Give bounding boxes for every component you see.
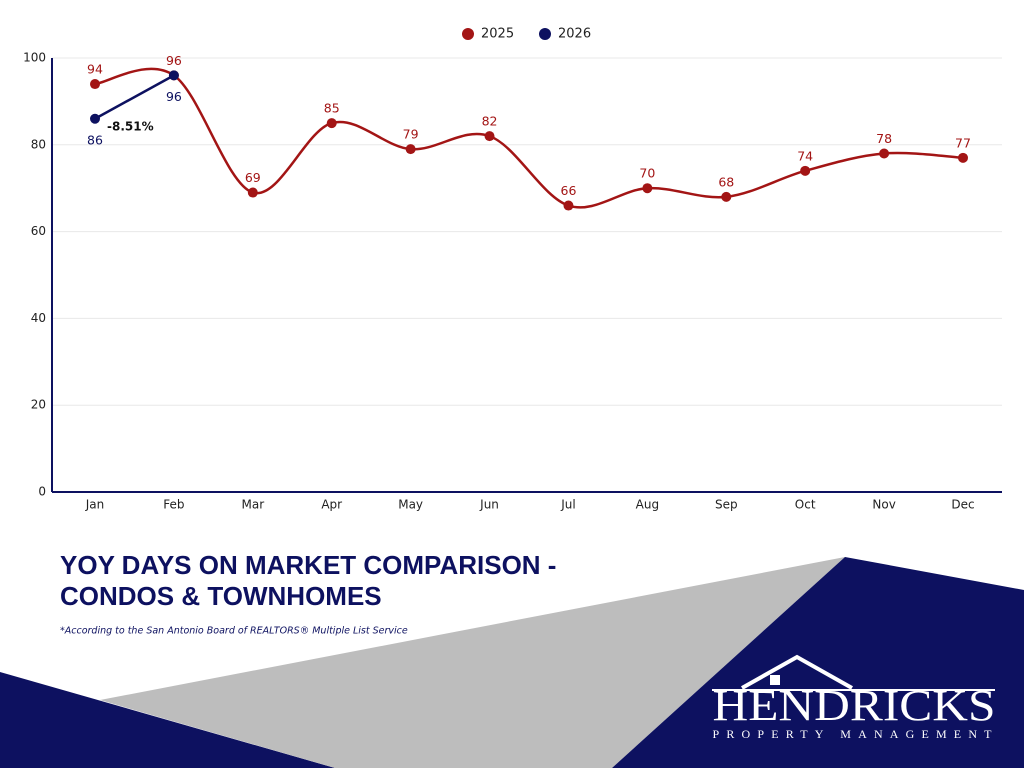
footnote: *According to the San Antonio Board of R… [60, 626, 408, 637]
data-label: 66 [561, 183, 577, 198]
data-label: 68 [718, 174, 734, 189]
data-label: 94 [87, 62, 103, 77]
decor-shape [100, 557, 845, 768]
series-line [94, 74, 175, 120]
data-label: 86 [87, 132, 103, 147]
x-tick-label: Jun [479, 498, 499, 512]
data-label: 96 [166, 89, 182, 104]
data-label: 96 [166, 53, 182, 68]
data-point [958, 152, 968, 163]
x-tick-label: Jul [560, 498, 575, 512]
chart-title: YOY DAYS ON MARKET COMPARISON - [60, 550, 556, 580]
annotation: -8.51% [107, 119, 154, 133]
data-point [90, 79, 100, 90]
y-tick-label: 0 [38, 485, 46, 499]
y-tick-label: 80 [31, 137, 46, 151]
x-tick-label: Mar [241, 498, 264, 512]
data-label: 70 [639, 166, 655, 181]
data-point [563, 200, 574, 211]
data-point [642, 183, 653, 194]
x-tick-label: Sep [715, 498, 738, 512]
data-point [800, 165, 811, 176]
data-point [879, 148, 890, 159]
legend-label: 2025 [481, 27, 514, 42]
data-point [90, 113, 100, 124]
data-point [247, 187, 258, 198]
data-label: 85 [324, 101, 340, 116]
y-tick-label: 100 [23, 51, 46, 65]
x-tick-label: Feb [163, 498, 184, 512]
data-point [721, 191, 732, 202]
x-tick-label: Jan [85, 498, 105, 512]
chart-title: CONDOS & TOWNHOMES [60, 581, 382, 611]
data-label: 74 [797, 148, 813, 163]
logo-tagline: PROPERTY MANAGEMENT [713, 727, 996, 741]
data-label: 79 [403, 127, 419, 142]
x-tick-label: Nov [872, 498, 895, 512]
x-tick-label: May [398, 498, 423, 512]
x-tick-label: Aug [636, 498, 659, 512]
data-label: 77 [955, 135, 971, 150]
decor-shape [0, 672, 335, 768]
data-point [405, 144, 416, 155]
data-point [168, 70, 179, 81]
logo-name: HENDRICKS [713, 681, 996, 730]
legend-label: 2026 [558, 27, 591, 42]
logo-window [770, 675, 780, 685]
legend-marker [539, 28, 551, 40]
y-tick-label: 60 [31, 224, 46, 238]
legend-marker [462, 28, 474, 40]
data-label: 82 [482, 114, 498, 129]
data-point [484, 131, 495, 142]
data-point [326, 118, 337, 129]
x-tick-label: Oct [795, 498, 816, 512]
y-tick-label: 40 [31, 311, 46, 325]
data-label: 69 [245, 170, 261, 185]
plot-area: 0 20 40 60 80 100 Jan Feb Mar Apr May Jun Jul Aug Sep O… [23, 27, 1002, 512]
x-tick-label: Apr [321, 498, 342, 512]
data-label: 78 [876, 131, 892, 146]
series-line [94, 67, 964, 209]
x-tick-label: Dec [951, 498, 974, 512]
decor-shape [612, 557, 1024, 768]
logo-roof [741, 654, 853, 690]
y-tick-label: 20 [31, 398, 46, 412]
